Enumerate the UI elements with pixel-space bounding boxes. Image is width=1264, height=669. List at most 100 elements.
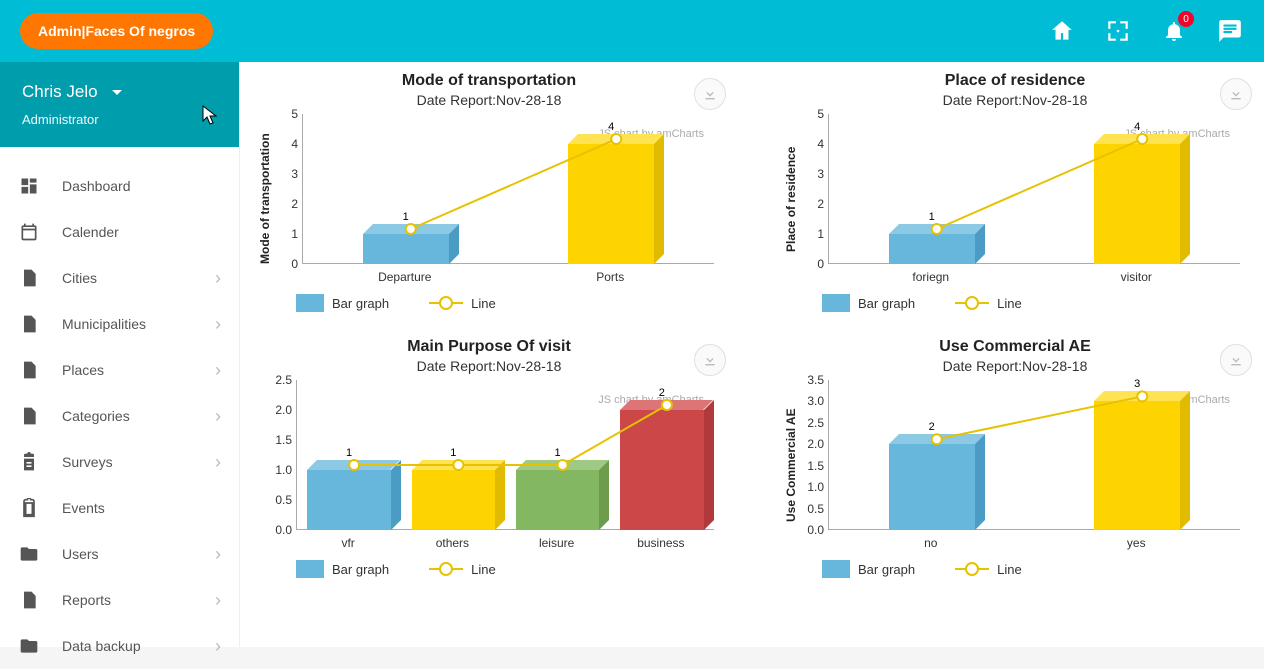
- swatch-icon: [822, 560, 850, 578]
- plot-area: JS chart by amCharts14: [302, 114, 714, 264]
- line-swatch-icon: [955, 560, 989, 578]
- bar-business: 2: [620, 410, 703, 530]
- bar-value: 4: [608, 121, 614, 133]
- panel-0: Mode of transportationDate Report:Nov-28…: [256, 72, 722, 312]
- y-tick: 1.0: [802, 480, 824, 494]
- download-button[interactable]: [1220, 78, 1252, 110]
- calendar-icon: [18, 221, 40, 243]
- sidebar-item-label: Dashboard: [62, 178, 221, 194]
- swatch-icon: [822, 294, 850, 312]
- y-tick: 2: [276, 197, 298, 211]
- folder-icon: [18, 635, 40, 657]
- y-tick: 0.0: [802, 523, 824, 537]
- line-swatch-icon: [429, 294, 463, 312]
- y-tick: 3.0: [802, 394, 824, 408]
- chevron-right-icon: ›: [215, 637, 221, 655]
- download-button[interactable]: [694, 344, 726, 376]
- chevron-right-icon: ›: [215, 269, 221, 287]
- bell-icon[interactable]: 0: [1160, 17, 1188, 45]
- sidebar-item-cities[interactable]: Cities ›: [0, 255, 239, 301]
- legend: Bar graphLine: [256, 294, 722, 312]
- line-swatch-icon: [429, 560, 463, 578]
- sidebar-item-data-backup[interactable]: Data backup ›: [0, 623, 239, 669]
- fullscreen-icon[interactable]: [1104, 17, 1132, 45]
- chevron-right-icon: ›: [215, 591, 221, 609]
- y-tick: 0.0: [270, 523, 292, 537]
- download-button[interactable]: [1220, 344, 1252, 376]
- user-block[interactable]: Chris Jelo Administrator: [0, 62, 239, 147]
- bar-value: 4: [1134, 121, 1140, 133]
- x-label: yes: [1127, 536, 1146, 550]
- y-tick: 2: [802, 197, 824, 211]
- y-tick: 3.5: [802, 373, 824, 387]
- sidebar-item-surveys[interactable]: Surveys›: [0, 439, 239, 485]
- download-button[interactable]: [694, 78, 726, 110]
- sidebar-item-label: Cities: [62, 270, 193, 286]
- panel-2: Main Purpose Of visitDate Report:Nov-28-…: [256, 338, 722, 578]
- bar-value: 3: [1134, 378, 1140, 390]
- bar-no: 2: [889, 444, 975, 530]
- sidebar-item-categories[interactable]: Categories›: [0, 393, 239, 439]
- x-label: foriegn: [912, 270, 949, 284]
- sidebar-item-calender[interactable]: Calender: [0, 209, 239, 255]
- clipboard-o-icon: [18, 497, 40, 519]
- x-label: no: [924, 536, 937, 550]
- sidebar-item-municipalities[interactable]: Municipalities ›: [0, 301, 239, 347]
- chat-icon[interactable]: [1216, 17, 1244, 45]
- bar-Departure: 1: [363, 234, 449, 264]
- chevron-right-icon: ›: [215, 407, 221, 425]
- panel-subtitle: Date Report:Nov-28-18: [782, 92, 1248, 108]
- line-swatch-icon: [955, 294, 989, 312]
- y-axis-label: Use Commercial AE: [782, 380, 800, 550]
- y-tick: 1: [802, 227, 824, 241]
- sidebar-item-label: Municipalities: [62, 316, 193, 332]
- bell-badge: 0: [1178, 11, 1194, 27]
- legend-line: Line: [955, 294, 1022, 312]
- panel-subtitle: Date Report:Nov-28-18: [782, 358, 1248, 374]
- y-tick: 4: [276, 137, 298, 151]
- bar-value: 1: [403, 211, 409, 223]
- bar-value: 1: [555, 447, 561, 459]
- y-tick: 2.0: [802, 437, 824, 451]
- user-name: Chris Jelo: [22, 82, 98, 102]
- admin-pill[interactable]: Admin|Faces Of negros: [20, 13, 213, 49]
- sidebar-item-label: Users: [62, 546, 193, 562]
- nav: Dashboard Calender Cities › Municipalities › P…: [0, 147, 239, 669]
- dashboard-icon: [18, 175, 40, 197]
- doc-icon: [18, 405, 40, 427]
- y-tick: 2.5: [270, 373, 292, 387]
- y-tick: 1.5: [802, 459, 824, 473]
- legend-bar: Bar graph: [822, 294, 915, 312]
- chevron-right-icon: ›: [215, 315, 221, 333]
- legend: Bar graphLine: [256, 560, 722, 578]
- sidebar-item-label: Data backup: [62, 638, 193, 654]
- sidebar-item-label: Reports: [62, 592, 193, 608]
- home-icon[interactable]: [1048, 17, 1076, 45]
- sidebar-item-events[interactable]: Events: [0, 485, 239, 531]
- legend-line: Line: [955, 560, 1022, 578]
- swatch-icon: [296, 560, 324, 578]
- legend-bar: Bar graph: [296, 560, 389, 578]
- panel-title: Use Commercial AE: [782, 338, 1248, 356]
- legend: Bar graphLine: [782, 560, 1248, 578]
- y-axis-label: Place of residence: [782, 114, 800, 284]
- sidebar-item-places[interactable]: Places›: [0, 347, 239, 393]
- sidebar-item-users[interactable]: Users ›: [0, 531, 239, 577]
- chevron-right-icon: ›: [215, 545, 221, 563]
- x-label: Departure: [378, 270, 431, 284]
- sidebar-item-label: Places: [62, 362, 193, 378]
- y-tick: 0: [276, 257, 298, 271]
- y-tick: 1: [276, 227, 298, 241]
- y-tick: 1.0: [270, 463, 292, 477]
- x-label: Ports: [596, 270, 624, 284]
- folder-icon: [18, 543, 40, 565]
- plot-area: JS chart by amCharts23: [828, 380, 1240, 530]
- y-tick: 0: [802, 257, 824, 271]
- sidebar-item-dashboard[interactable]: Dashboard: [0, 163, 239, 209]
- plot-area: JS chart by amCharts14: [828, 114, 1240, 264]
- bar-vfr: 1: [307, 470, 390, 530]
- sidebar-item-reports[interactable]: Reports ›: [0, 577, 239, 623]
- file-icon: [18, 589, 40, 611]
- caret-down-icon: [112, 90, 122, 95]
- bar-value: 1: [929, 211, 935, 223]
